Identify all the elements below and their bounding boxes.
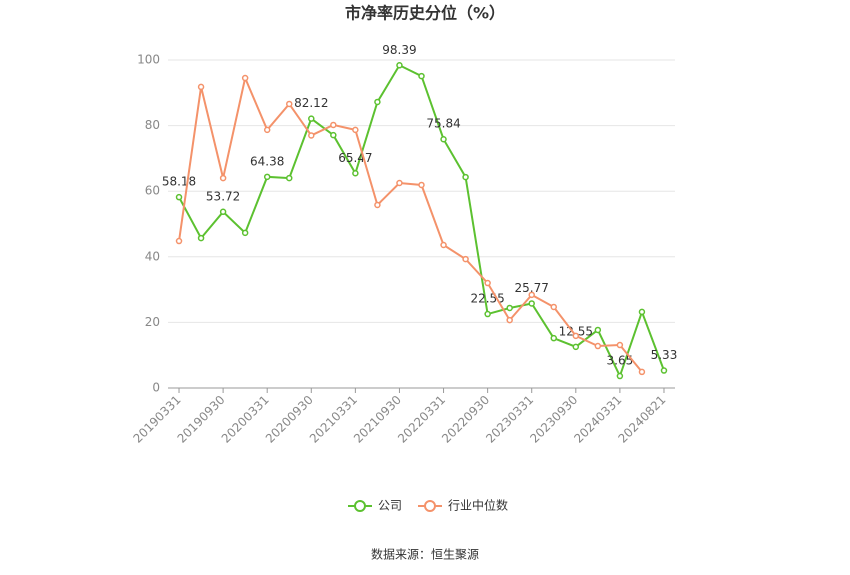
- data-label: 22.55: [470, 292, 504, 306]
- legend-marker: [354, 500, 366, 512]
- data-point: [352, 170, 359, 177]
- data-point: [241, 74, 249, 82]
- data-point: [528, 291, 535, 299]
- data-point: [374, 98, 381, 106]
- y-tick-label: 80: [145, 118, 160, 132]
- data-label: 5.33: [651, 348, 678, 362]
- data-point: [396, 179, 403, 187]
- x-tick-label: 20240821: [615, 393, 668, 446]
- data-point: [197, 83, 205, 91]
- data-point: [175, 193, 183, 201]
- data-label: 25.77: [515, 281, 549, 295]
- data-point: [462, 255, 469, 263]
- data-point: [308, 115, 315, 122]
- data-point: [219, 174, 227, 182]
- data-point: [660, 367, 668, 374]
- data-label: 53.72: [206, 189, 240, 203]
- data-point: [616, 341, 624, 349]
- data-label: 64.38: [250, 154, 284, 168]
- legend-label: 公司: [378, 499, 402, 513]
- data-point: [352, 126, 359, 134]
- data-label: 82.12: [294, 96, 328, 110]
- data-point: [285, 174, 293, 182]
- data-point: [418, 181, 425, 189]
- data-point: [506, 304, 513, 312]
- y-tick-label: 20: [145, 315, 160, 329]
- data-point: [594, 342, 602, 350]
- y-tick-label: 40: [145, 249, 160, 263]
- y-tick-label: 0: [152, 381, 160, 395]
- data-point: [285, 100, 293, 108]
- data-point: [175, 237, 183, 245]
- data-label: 75.84: [426, 117, 460, 131]
- y-tick-label: 100: [137, 53, 160, 67]
- data-point: [330, 131, 337, 139]
- source-note: 数据来源：恒生聚源: [371, 547, 479, 562]
- data-point: [528, 300, 535, 307]
- y-tick-label: 60: [145, 184, 160, 198]
- data-point: [616, 372, 624, 380]
- data-point: [263, 173, 271, 181]
- data-point: [594, 326, 602, 334]
- legend-marker: [424, 500, 436, 512]
- data-point: [241, 229, 249, 237]
- data-point: [550, 334, 558, 342]
- data-label: 3.65: [607, 354, 634, 368]
- data-label: 58.18: [162, 175, 196, 189]
- legend-label: 行业中位数: [448, 498, 508, 513]
- chart-title: 市净率历史分位（%）: [345, 4, 505, 23]
- data-point: [219, 208, 227, 216]
- data-point: [418, 72, 425, 80]
- series-line: [178, 74, 643, 373]
- data-point: [330, 121, 337, 129]
- data-label: 12.55: [559, 324, 593, 338]
- data-point: [572, 343, 580, 351]
- data-label: 65.47: [338, 151, 372, 165]
- data-point: [638, 308, 646, 316]
- data-point: [506, 316, 513, 324]
- data-label: 98.39: [382, 43, 416, 57]
- data-point: [263, 126, 271, 134]
- data-point: [550, 303, 558, 311]
- data-point: [197, 234, 205, 242]
- data-point: [572, 332, 580, 340]
- data-point: [396, 62, 403, 69]
- data-point: [374, 201, 381, 209]
- data-point: [484, 310, 491, 318]
- data-point: [440, 241, 447, 249]
- data-point: [440, 135, 447, 143]
- data-point: [308, 132, 315, 139]
- data-point: [484, 279, 491, 287]
- data-point: [462, 173, 469, 181]
- data-point: [638, 368, 646, 376]
